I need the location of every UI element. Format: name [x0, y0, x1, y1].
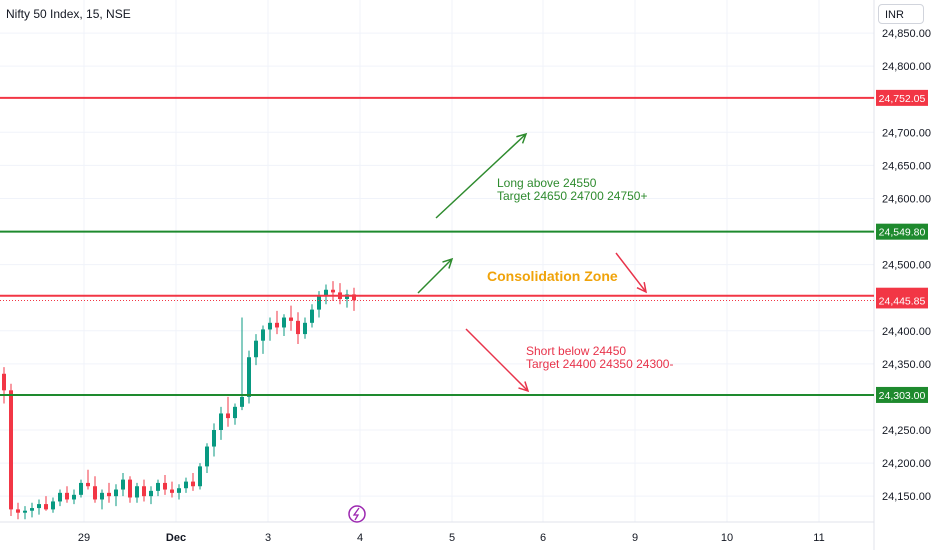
time-tick-label: Dec	[166, 532, 186, 544]
candle-body	[16, 509, 20, 513]
candle-body	[296, 320, 300, 335]
candle-body	[177, 488, 181, 493]
candle-body	[205, 446, 209, 467]
price-tick-label: 24,600.00	[882, 193, 931, 205]
long-arrow-up	[435, 133, 527, 219]
candle-body	[331, 289, 335, 293]
candle-body	[261, 329, 265, 341]
candle-body	[37, 504, 41, 509]
candle-body	[9, 390, 13, 510]
candle-body	[247, 357, 251, 397]
candle-body	[72, 494, 76, 500]
annotation-text: Target 24400 24350 24300-	[526, 357, 673, 371]
candle-body	[51, 501, 55, 510]
time-tick-label: 9	[632, 532, 638, 544]
zone-arrow-down	[615, 252, 647, 293]
zone-arrow-down-head	[636, 282, 648, 294]
currency-selector[interactable]: INR	[878, 4, 924, 24]
price-tick-label: 24,500.00	[882, 260, 931, 272]
level-price-label: 24,445.85	[879, 295, 926, 307]
candle-body	[163, 482, 167, 490]
long-arrow-up-head	[516, 132, 528, 144]
level-price-badge	[876, 223, 928, 240]
chart-title: Nifty 50 Index, 15, NSE	[6, 7, 131, 21]
candle-body	[2, 373, 6, 391]
price-tick-label: 24,850.00	[882, 28, 931, 40]
candle-body	[128, 479, 132, 498]
time-tick-label: 29	[78, 532, 90, 544]
candle-body	[114, 489, 118, 497]
candle-body	[170, 489, 174, 493]
time-tick-label: 6	[540, 532, 546, 544]
candle-body	[93, 486, 97, 500]
candle-body	[191, 481, 195, 487]
candle-body	[212, 430, 216, 447]
candle-body	[226, 413, 230, 419]
price-tick-label: 24,800.00	[882, 61, 931, 73]
lightning-icon	[352, 507, 360, 521]
candle-body	[149, 490, 153, 497]
candle-body	[65, 492, 69, 500]
candle-body	[100, 492, 104, 500]
candle-body	[184, 481, 188, 489]
short-arrow-down	[465, 328, 529, 392]
annotation-text: Target 24650 24700 24750+	[497, 189, 647, 203]
candle-body	[107, 492, 111, 497]
time-tick-label: 4	[357, 532, 363, 544]
candle-body	[275, 322, 279, 328]
candle-body	[289, 317, 293, 321]
candle-body	[58, 492, 62, 502]
price-tick-label: 24,700.00	[882, 127, 931, 139]
candle-body	[310, 309, 314, 323]
level-price-badge	[876, 89, 928, 106]
candle-body	[30, 508, 34, 511]
candle-body	[268, 322, 272, 330]
level-price-label: 24,303.00	[879, 390, 926, 402]
candle-body	[254, 340, 258, 358]
price-tick-label: 24,250.00	[882, 425, 931, 437]
candle-body	[79, 482, 83, 495]
candle-body	[44, 504, 48, 510]
candle-body	[233, 406, 237, 419]
candle-body	[135, 486, 139, 498]
price-tick-label: 24,150.00	[882, 491, 931, 503]
price-tick-label: 24,350.00	[882, 359, 931, 371]
candle-body	[240, 396, 244, 407]
candle-body	[303, 322, 307, 335]
candle-body	[198, 466, 202, 487]
annotation-text: Short below 24450	[526, 344, 626, 358]
short-arrow-down-head	[518, 381, 530, 393]
candle-body	[324, 289, 328, 297]
price-tick-label: 24,400.00	[882, 326, 931, 338]
candle-body	[23, 510, 27, 513]
price-tick-label: 24,650.00	[882, 160, 931, 172]
candle-body	[282, 317, 286, 328]
time-tick-label: 5	[449, 532, 455, 544]
price-tick-label: 24,200.00	[882, 458, 931, 470]
level-price-label: 24,549.80	[879, 227, 926, 239]
time-tick-label: 10	[721, 532, 733, 544]
candle-body	[317, 296, 321, 310]
candle-body	[142, 486, 146, 497]
candle-body	[352, 294, 356, 301]
breakout-arrow-up	[417, 258, 453, 294]
annotation-text: Consolidation Zone	[487, 268, 618, 284]
level-price-label: 24,752.05	[879, 93, 926, 105]
event-icon[interactable]	[348, 505, 366, 523]
time-tick-label: 11	[813, 532, 824, 544]
candle-body	[121, 479, 125, 490]
time-tick-label: 3	[265, 532, 271, 544]
candle-body	[219, 413, 223, 430]
level-price-badge	[876, 386, 928, 403]
candle-body	[86, 482, 90, 487]
annotation-text: Long above 24550	[497, 176, 597, 190]
breakout-arrow-up-head	[442, 257, 454, 269]
level-price-badge	[876, 292, 928, 309]
candle-body	[156, 482, 160, 491]
